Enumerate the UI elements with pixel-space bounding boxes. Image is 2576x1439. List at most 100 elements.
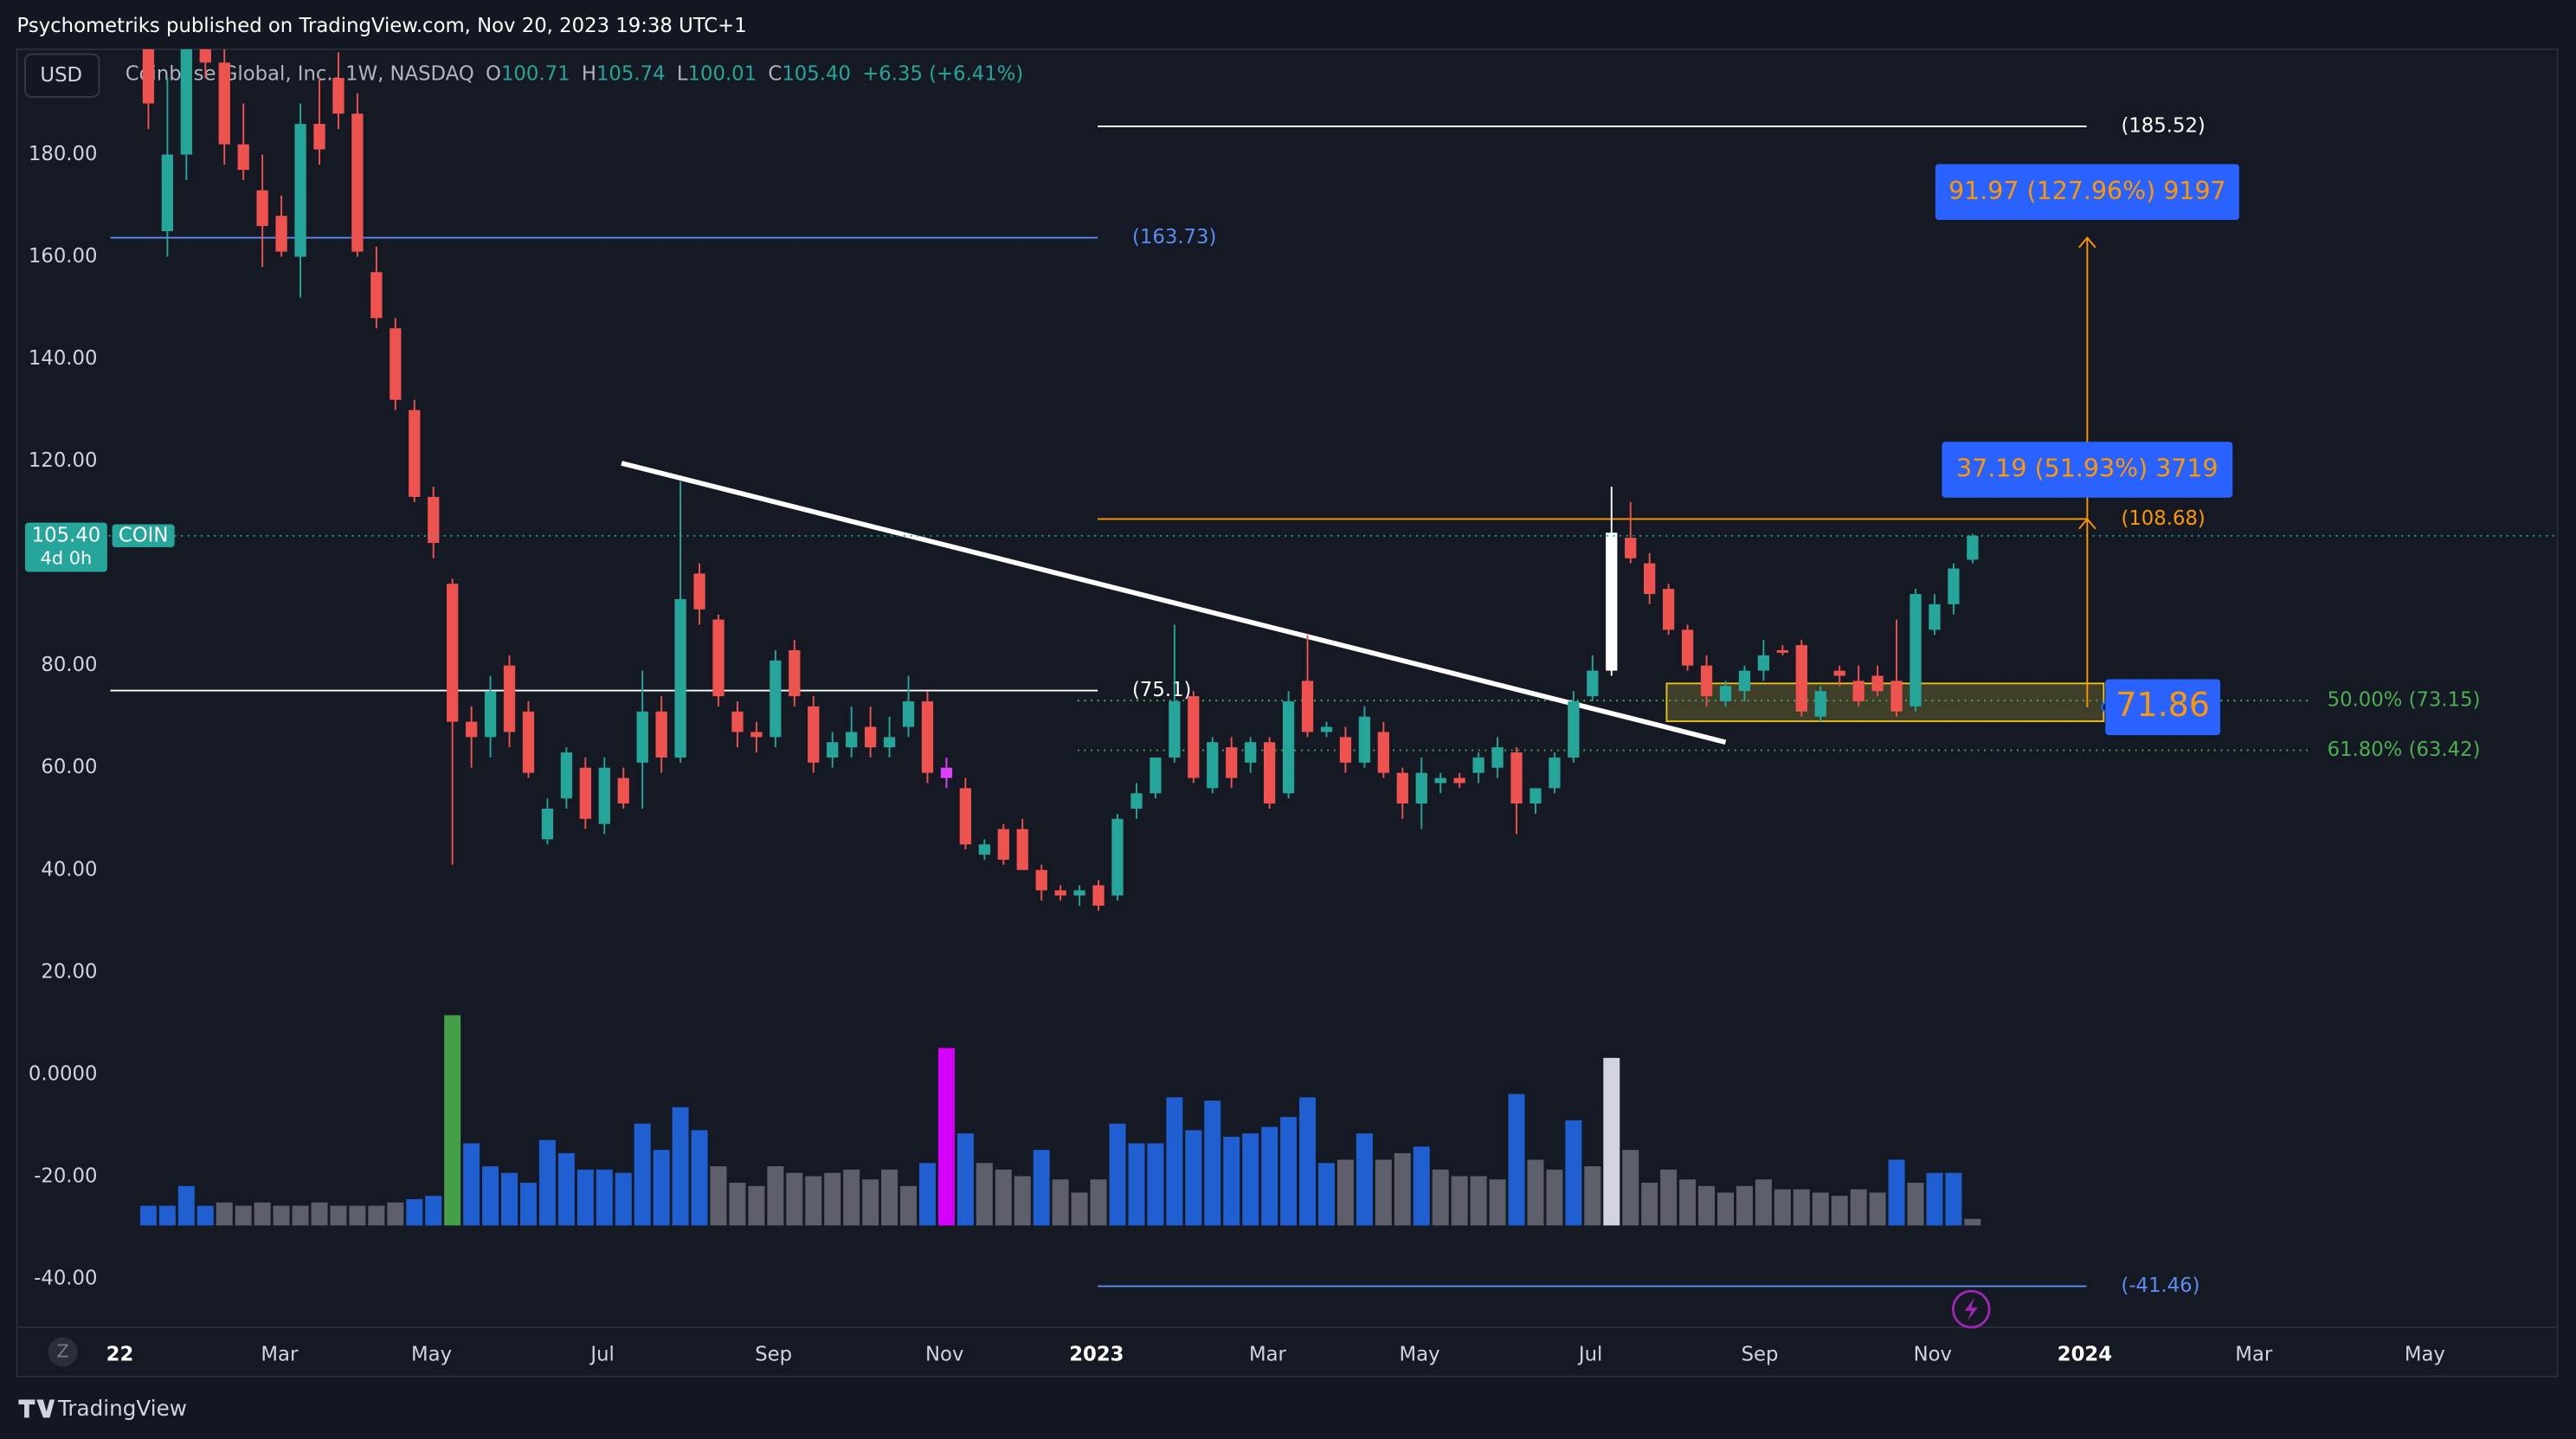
candle-body [1320, 726, 1333, 732]
candle-body [827, 742, 839, 758]
legend-value: 100.71 [501, 62, 570, 85]
zoom-label[interactable]: Z [56, 1340, 68, 1361]
volume-bar [1071, 1192, 1088, 1226]
candle-body [351, 113, 364, 252]
x-tick-label: Jul [589, 1344, 614, 1366]
candle-body [1301, 681, 1314, 732]
x-tick-label: Jul [1577, 1344, 1602, 1366]
volume-bar [1394, 1152, 1411, 1226]
last-price: 105.40 [32, 524, 101, 546]
volume-bar [139, 1205, 157, 1226]
candle-body [1890, 681, 1903, 712]
candle-body [541, 808, 554, 840]
candle-body [1150, 757, 1162, 794]
volume-bar [995, 1169, 1012, 1226]
y-tick-label: 160.00 [29, 245, 98, 268]
candle-body [846, 732, 858, 748]
candle-body [142, 48, 155, 104]
volume-bar [1527, 1159, 1544, 1226]
y-tick-label: 40.00 [41, 858, 97, 881]
candle-body [617, 778, 629, 804]
candle-body [1434, 778, 1446, 784]
candle-body [180, 48, 192, 155]
volume-bar [1869, 1192, 1886, 1226]
volume-bar [576, 1169, 594, 1226]
candle-body [864, 726, 877, 748]
candle-body [1226, 747, 1238, 778]
candle-body [1016, 829, 1028, 870]
candle-body [1814, 691, 1826, 717]
candle-body [199, 48, 211, 63]
volume-bar [158, 1205, 176, 1226]
measure-label: 37.19 (51.93%) 3719 [1956, 455, 2218, 483]
candle-body [674, 598, 686, 758]
volume-bar [1052, 1179, 1069, 1226]
candle-body [1568, 701, 1580, 758]
candle-body [1092, 885, 1104, 907]
volume-bar [672, 1107, 689, 1226]
volume-bar [1204, 1100, 1221, 1226]
volume-bar [1717, 1192, 1734, 1226]
entry-box [2105, 679, 2221, 735]
candle-body [1491, 747, 1504, 768]
volume-bar [1945, 1172, 1962, 1226]
volume-bar [235, 1205, 252, 1226]
volume-bar [1508, 1094, 1525, 1226]
currency[interactable]: USD [40, 64, 82, 87]
level-label: (75.1) [1132, 679, 1191, 701]
candle-body [1625, 538, 1637, 558]
candle-body [1549, 757, 1561, 789]
candle-body [1833, 670, 1845, 676]
symbol-title: Coinbase Global, Inc., 1W, NASDAQ [126, 62, 474, 85]
x-tick-label: May [411, 1344, 452, 1366]
candle-body [808, 706, 820, 763]
candle-body [313, 124, 325, 150]
x-tick-label: 22 [106, 1344, 134, 1366]
candle-body [731, 711, 744, 732]
volume-bar [444, 1015, 461, 1226]
volume-bar [406, 1199, 423, 1226]
volume-bar [767, 1166, 784, 1226]
volume-bar [653, 1150, 670, 1226]
candle-body [161, 154, 174, 232]
volume-bar [729, 1183, 746, 1226]
y-tick-label: 0.0000 [29, 1062, 98, 1085]
volume-bar [1318, 1163, 1335, 1226]
candle-body [1929, 603, 1941, 630]
candle-body [712, 619, 724, 697]
volume-bar [349, 1205, 366, 1226]
legend-key: O [486, 62, 501, 85]
candle-body [770, 660, 782, 738]
volume-bar [501, 1172, 518, 1226]
candle-body [484, 691, 497, 738]
zoom-button[interactable] [48, 1337, 78, 1367]
volume-bar [881, 1169, 898, 1226]
candle-body [1358, 716, 1371, 763]
volume-bar [937, 1048, 955, 1226]
candle-body [1130, 793, 1143, 809]
alert-icon[interactable] [1951, 1289, 1991, 1329]
candle-body [921, 701, 934, 773]
volume-bar [1356, 1133, 1373, 1226]
brand: TradingView [57, 1396, 187, 1421]
level-label: (108.68) [2121, 507, 2205, 530]
candle-body [237, 144, 249, 171]
candle-body [1871, 675, 1884, 692]
volume-bar [368, 1205, 385, 1226]
candle-body [465, 721, 478, 738]
currency-button[interactable] [24, 53, 100, 98]
ticker: COIN [119, 524, 169, 546]
brand-logo [18, 1399, 55, 1418]
candle-body [1587, 670, 1599, 697]
measure-label: 91.97 (127.96%) 9197 [1948, 177, 2226, 205]
volume-bar [1299, 1097, 1317, 1226]
volume-bar [1774, 1189, 1791, 1226]
volume-bar [1603, 1057, 1620, 1226]
candle-body [275, 216, 287, 252]
ticker-tag [112, 524, 175, 548]
volume-bar [1033, 1150, 1050, 1226]
volume-bar [748, 1185, 765, 1226]
candle-body [1530, 788, 1542, 804]
